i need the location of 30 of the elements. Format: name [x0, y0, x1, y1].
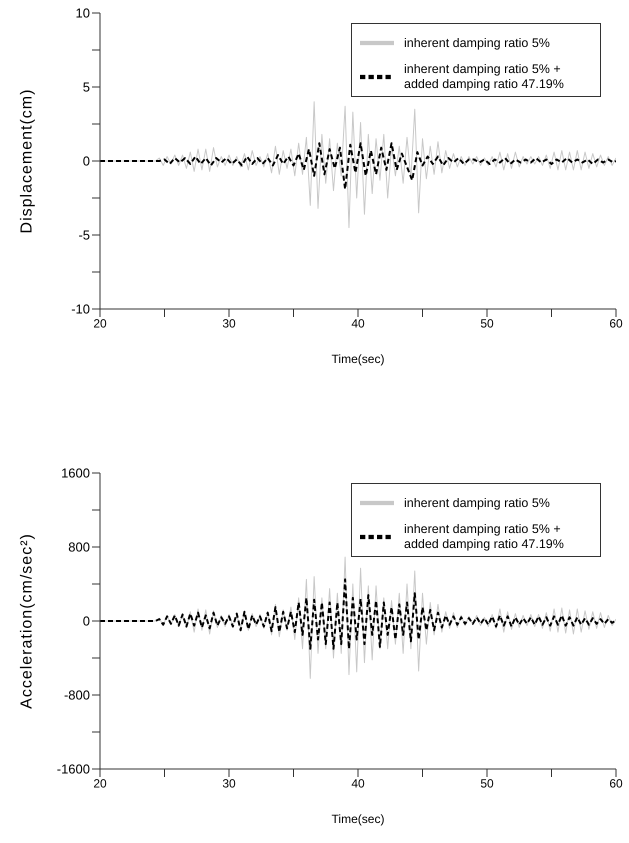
legend-label: inherent damping ratio 5% [404, 496, 551, 510]
x-tick-label: 60 [609, 776, 623, 791]
y-tick-label: 5 [82, 80, 90, 95]
x-tick-label: 40 [351, 776, 365, 791]
legend-label: inherent damping ratio 5% [404, 36, 551, 50]
y-axis-title: Displacement(cm) [18, 88, 36, 234]
x-tick-label: 30 [222, 316, 236, 331]
y-tick-label: -5 [78, 228, 90, 243]
legend-label: inherent damping ratio 5% + added damping ratio 47.19% [404, 522, 565, 552]
x-tick-label: 40 [351, 316, 365, 331]
line-series [100, 578, 616, 650]
y-tick-label: 1600 [61, 466, 90, 481]
x-axis-title: Time(sec) [332, 812, 384, 826]
x-tick-label: 60 [609, 316, 623, 331]
x-tick-label: 20 [93, 776, 107, 791]
y-tick-label: 10 [76, 6, 90, 21]
x-tick-label: 50 [480, 316, 494, 331]
y-tick-label: 0 [82, 154, 90, 169]
x-tick-label: 30 [222, 776, 236, 791]
y-axis-title: Acceleration(cm/sec²) [18, 533, 36, 709]
y-tick-label: -800 [64, 688, 90, 703]
x-axis-title: Time(sec) [332, 352, 384, 366]
legend-label: inherent damping ratio 5% + added damping ratio 47.19% [404, 62, 565, 92]
y-tick-label: 800 [68, 540, 90, 555]
x-tick-label: 20 [93, 316, 107, 331]
y-tick-label: -10 [71, 302, 90, 317]
y-tick-label: 0 [82, 614, 90, 629]
y-tick-label: -1600 [56, 762, 90, 777]
line-series [100, 142, 616, 190]
x-tick-label: 50 [480, 776, 494, 791]
